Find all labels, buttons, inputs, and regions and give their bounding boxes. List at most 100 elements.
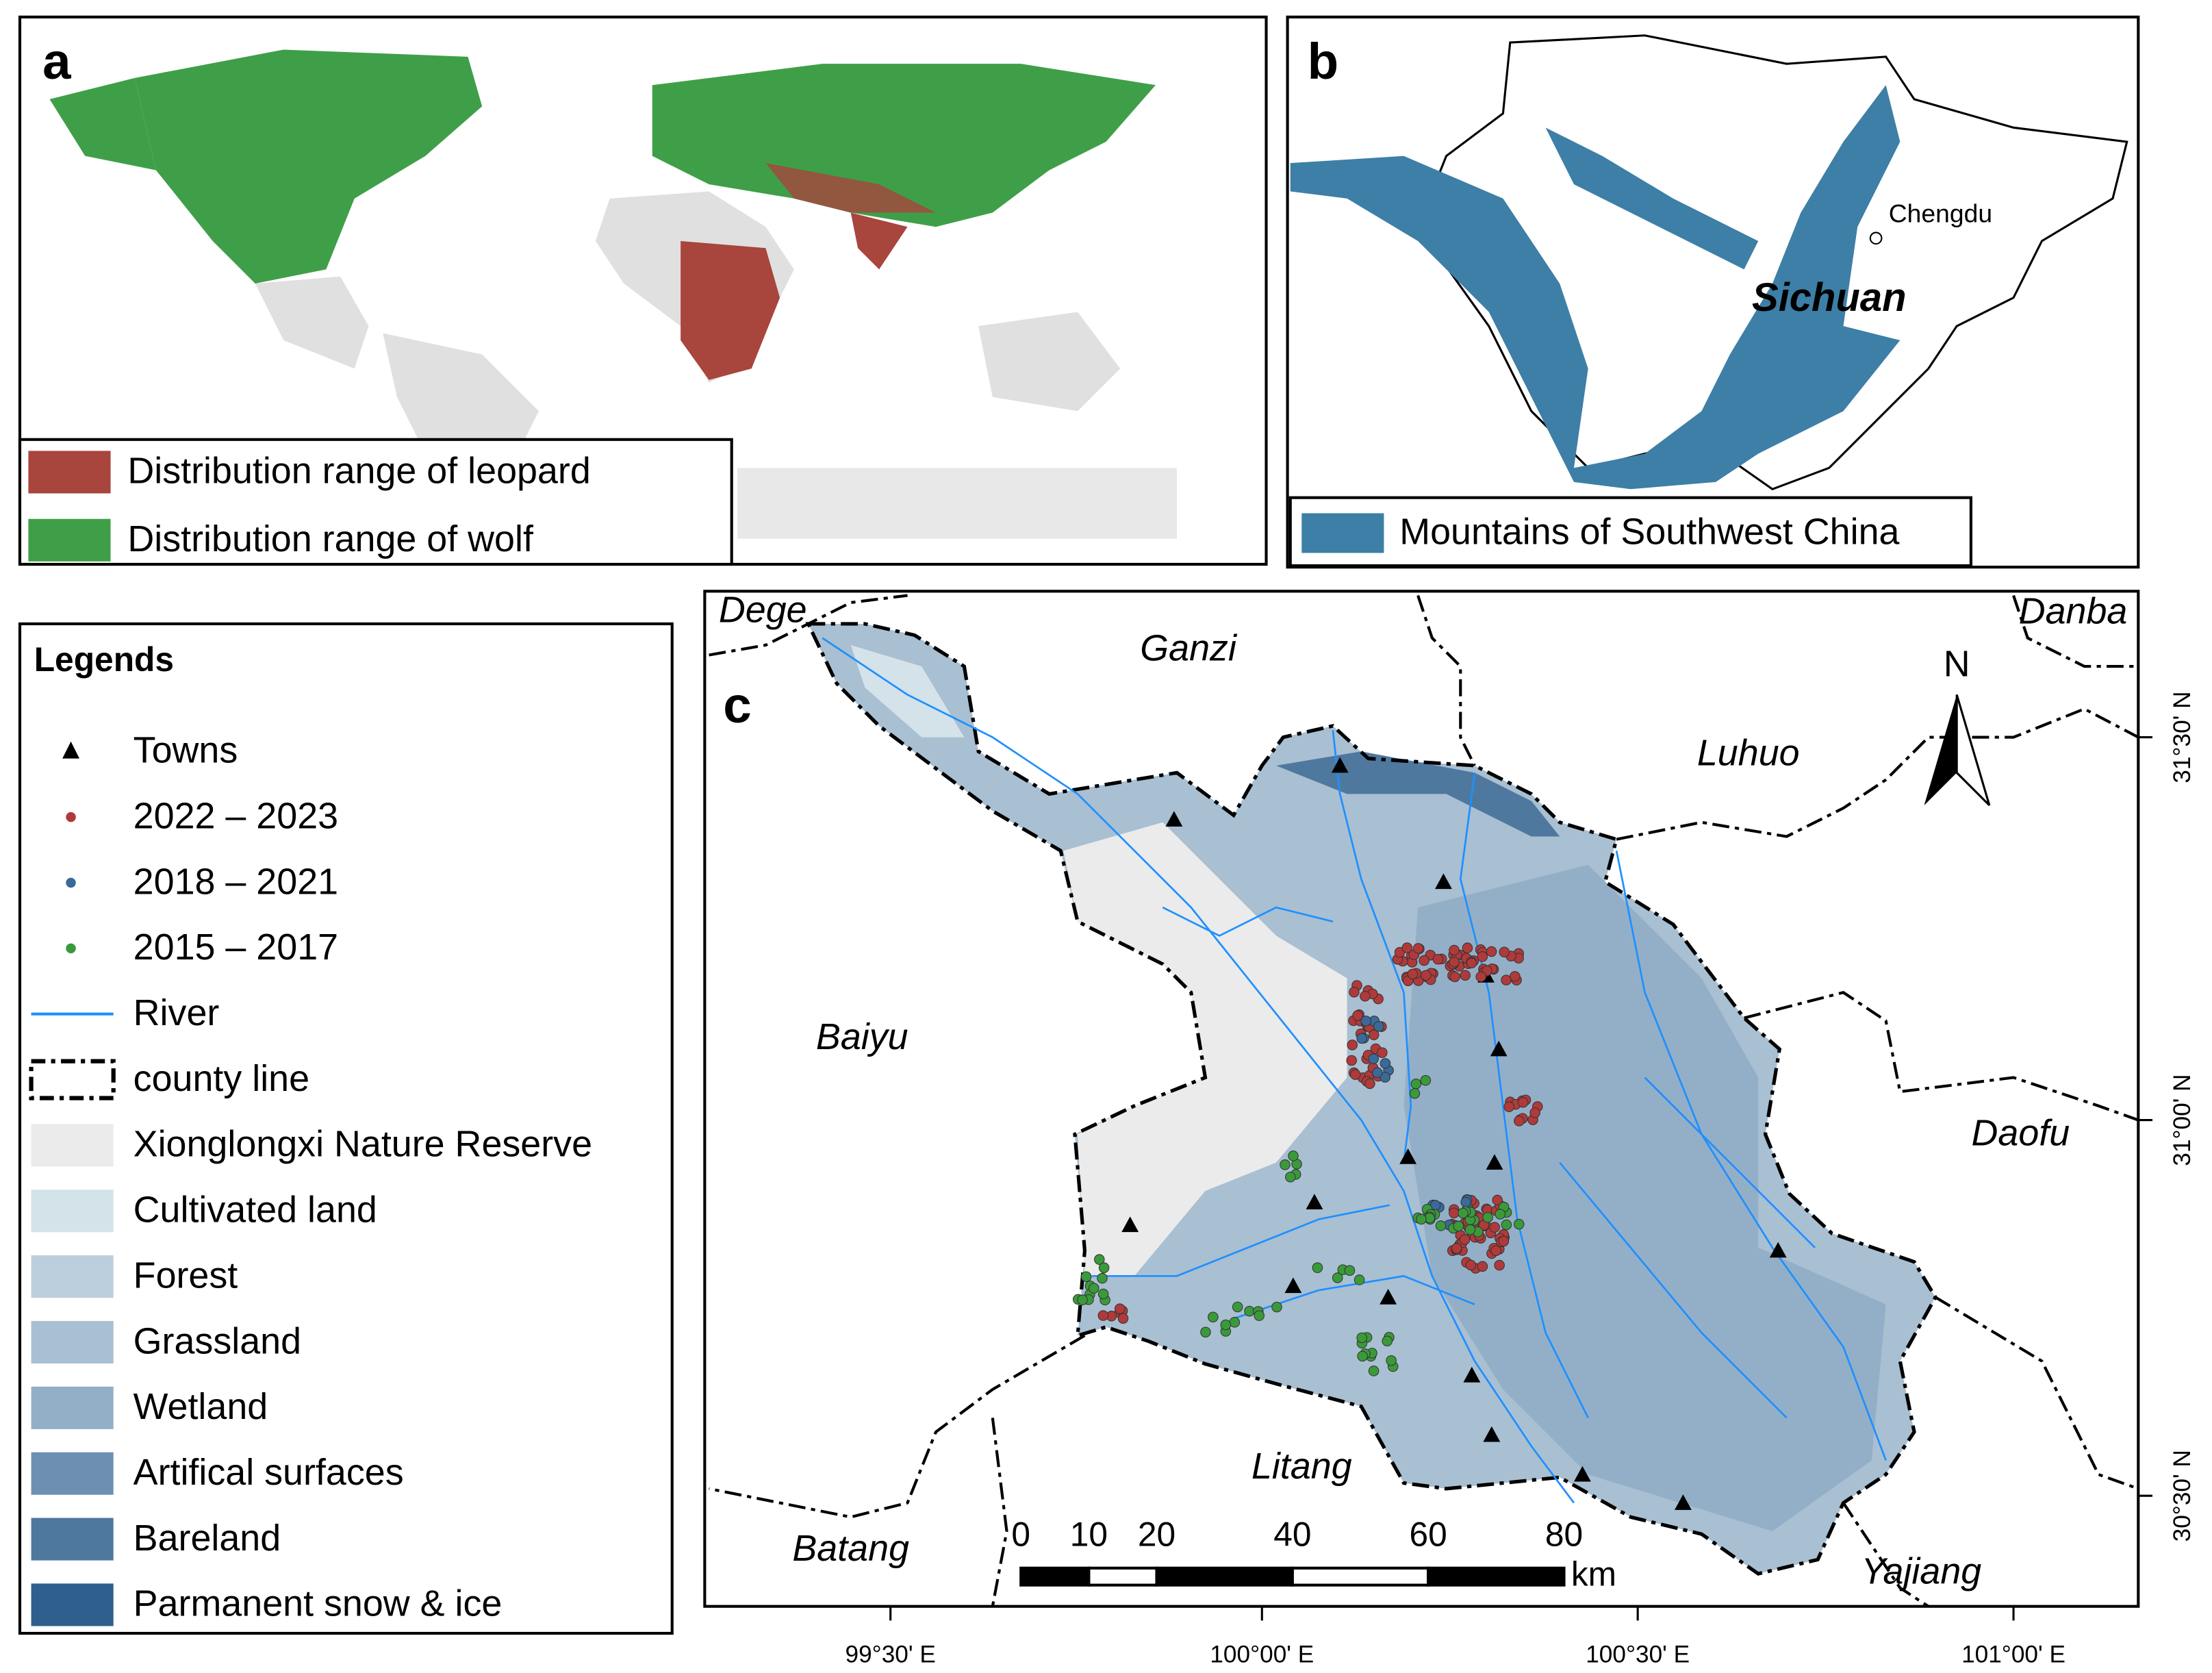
sighting-2022: [1421, 970, 1432, 981]
sighting-2015: [1254, 1310, 1264, 1321]
coord-label: 101°00' E: [1961, 1641, 2065, 1668]
legend-swatch: [28, 451, 111, 494]
north-arrow: N: [1924, 643, 1991, 807]
sighting-2022: [1364, 1078, 1375, 1090]
sighting-2022: [1489, 1222, 1500, 1233]
sighting-2015: [1409, 1087, 1421, 1099]
town: [1486, 1154, 1503, 1170]
legend-label: 2018 – 2021: [134, 861, 338, 902]
legend-label: Wetland: [134, 1386, 268, 1427]
sighting-2015: [1080, 1271, 1092, 1283]
place-label: Baiyu: [816, 1016, 908, 1057]
sighting-2022: [1514, 1116, 1525, 1127]
sighting-2015: [1464, 1224, 1476, 1235]
legend-swatch: [31, 1124, 114, 1167]
scale-label: 60: [1410, 1515, 1447, 1553]
legend-label: 2015 – 2017: [134, 927, 338, 968]
legend-label: Bareland: [134, 1518, 281, 1559]
place-label: Danba: [2019, 591, 2128, 632]
legend-frame: [18, 438, 733, 566]
legend-symbol: [66, 877, 76, 888]
legend-frame: [1288, 496, 1972, 568]
sighting-2015: [1453, 1220, 1464, 1232]
sighting-2015: [1482, 1211, 1493, 1223]
sighting-2015: [1200, 1326, 1211, 1337]
legend: Towns 2022 – 2023 2018 – 2021 2015 – 2017 Ri…: [29, 730, 592, 1626]
legend-label: Towns: [134, 730, 238, 771]
place-label: Litang: [1251, 1446, 1352, 1487]
sighting-2022: [1460, 970, 1471, 981]
sighting-2022: [1432, 953, 1444, 965]
province-label: Sichuan: [1752, 276, 1907, 320]
scale-label: 10: [1070, 1515, 1108, 1553]
sighting-2018: [1372, 1067, 1383, 1079]
sighting-2015: [1094, 1254, 1105, 1265]
legend-swatch: [31, 1518, 114, 1561]
sighting-2015: [1089, 1283, 1099, 1294]
sighting-2022: [1407, 968, 1419, 980]
town: [1490, 1040, 1508, 1057]
sighting-2022: [1449, 1207, 1460, 1218]
town: [1399, 1148, 1417, 1164]
legend-label: Distribution range of wolf: [127, 518, 534, 559]
county-border: [1616, 707, 2139, 841]
county-border: [1744, 991, 2139, 1122]
sighting-2022: [1347, 1040, 1358, 1051]
sighting-2015: [1097, 1272, 1108, 1284]
sighting-2018: [1360, 1016, 1371, 1027]
county-border: [2012, 594, 2139, 668]
place-label: Ganzi: [1140, 628, 1238, 669]
legend-symbol: [29, 1059, 116, 1100]
scale-label: 80: [1545, 1515, 1583, 1553]
sighting-2015: [1229, 1317, 1241, 1328]
town: [1165, 811, 1183, 827]
town: [1380, 1288, 1397, 1305]
sichuan-map: [1290, 34, 2128, 491]
sighting-2015: [1458, 1207, 1469, 1219]
sighting-2015: [1220, 1319, 1232, 1331]
coord-label: 100°30' E: [1586, 1641, 1690, 1668]
coord-label: 31°00' N: [2169, 1074, 2196, 1166]
city-label: Chengdu: [1889, 199, 1992, 228]
place-label: Daofu: [1972, 1113, 2070, 1154]
sighting-2022: [1360, 990, 1371, 1002]
legend-swatch: [1301, 513, 1384, 553]
legend-label: county line: [134, 1058, 309, 1099]
sighting-2022: [1477, 1261, 1488, 1272]
river: [1615, 850, 1887, 1461]
sighting-2015: [1356, 1332, 1367, 1344]
sighting-2022: [1117, 1313, 1129, 1324]
scale-segment: [1019, 1566, 1091, 1587]
sighting-2022: [1449, 971, 1460, 983]
scale-unit: km: [1571, 1555, 1616, 1593]
legend-label: Xionglongxi Nature Reserve: [134, 1124, 592, 1165]
sighting-2022: [1492, 1194, 1503, 1206]
sighting-2022: [1377, 1047, 1388, 1058]
legend-label: Artifical surfaces: [134, 1452, 404, 1493]
scale-label: 0: [1011, 1515, 1030, 1553]
sighting-2022: [1517, 1096, 1529, 1108]
sighting-2022: [1419, 955, 1429, 966]
river: [1644, 1077, 1816, 1248]
legend-label: Grassland: [134, 1320, 301, 1361]
river: [1332, 730, 1412, 1163]
county-border: [1842, 1502, 1929, 1608]
legend-swatch: [31, 1255, 114, 1298]
legend-title: Legends: [34, 640, 174, 679]
world-map: [49, 49, 1178, 539]
place-label: Dege: [719, 590, 807, 631]
sighting-2022: [1350, 1069, 1361, 1080]
sighting-2015: [1420, 1074, 1432, 1086]
study-area: [709, 594, 2139, 1608]
sighting-2022: [1349, 987, 1360, 998]
legend-label: Cultivated land: [134, 1190, 377, 1231]
place-label: Luhuo: [1697, 733, 1800, 774]
town: [1284, 1277, 1302, 1294]
scale-segment: [1427, 1566, 1566, 1587]
town: [1306, 1194, 1323, 1209]
sighting-2022: [1412, 943, 1424, 954]
legend-label: Parmanent snow & ice: [134, 1583, 503, 1624]
county-border: [991, 1418, 1008, 1607]
